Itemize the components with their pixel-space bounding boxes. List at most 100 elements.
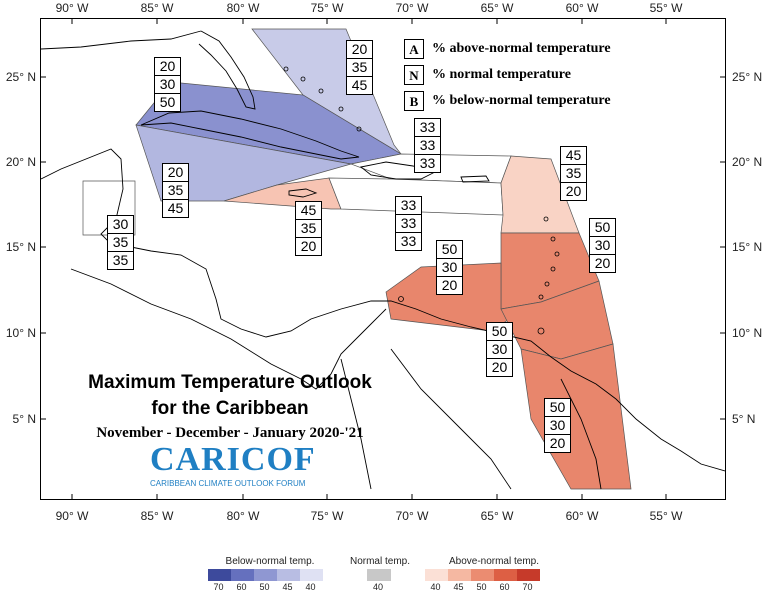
below-swatch [231,569,254,581]
below-value: 20 [491,359,508,375]
above-tick: 50 [476,582,487,592]
lon-tick-label: 90° W [56,509,89,523]
florida-coast [198,30,256,110]
triplet-cuba[interactable]: 20 30 50 [154,57,181,112]
above-value: 50 [590,219,615,237]
cuba-coast [140,110,360,160]
normal-swatch [367,569,391,581]
key-letter-below: B [404,91,424,111]
below-value: 45 [167,200,184,216]
lon-tick-label: 80° W [227,1,260,15]
central-america-coast [70,268,387,390]
normal-value: 30 [155,76,180,94]
region-guianas[interactable] [520,343,632,490]
key-row-normal: N % normal temperature [404,62,632,88]
above-value: 20 [155,58,180,76]
island [543,216,549,222]
above-tick: 70 [522,582,533,592]
guyana-border [560,378,602,490]
caricof-logo-subtitle: CARIBBEAN CLIMATE OUTLOOK FORUM [150,479,306,488]
lon-tick-label: 80° W [227,509,260,523]
island [318,88,324,94]
lon-tick-label: 60° W [566,1,599,15]
lat-tick-label: 15° N [732,240,762,254]
normal-tick: 40 [373,582,384,592]
season-label: November - December - January 2020-'21 [96,425,364,441]
region-belize[interactable] [82,180,136,236]
above-value: 33 [396,197,421,215]
lat-tick-label: 20° N [6,155,36,169]
normal-value: 35 [561,165,586,183]
region-bahamas[interactable] [251,28,402,155]
triplet-hispaniola-south[interactable]: 33 33 33 [395,196,422,251]
triplet-bahamas[interactable]: 20 35 45 [346,40,373,95]
above-value: 20 [347,41,372,59]
above-swatch [425,569,448,581]
below-value: 33 [419,155,436,171]
lon-tick-label: 65° W [481,1,514,15]
island [550,266,556,272]
normal-value: 30 [487,341,512,359]
islands [283,66,560,335]
below-tick: 70 [213,582,224,592]
south-america-coast [340,300,726,472]
gulf-coast [40,30,202,50]
triplet-windward-islands[interactable]: 50 30 20 [589,218,616,273]
probability-key: A % above-normal temperature N % normal … [404,36,632,114]
lon-tick-label: 90° W [56,1,89,15]
island [398,296,404,302]
colorbar-below-title: Below-normal temp. [225,556,315,567]
triplet-belize[interactable]: 30 35 35 [107,215,134,270]
below-swatch [277,569,300,581]
colorbar-normal-title: Normal temp. [349,556,410,567]
triplet-abc-islands[interactable]: 50 30 20 [436,240,463,295]
triplet-cayman[interactable]: 20 35 45 [162,163,189,218]
island [338,106,344,112]
island [537,327,545,335]
triplet-guianas[interactable]: 50 30 20 [544,398,571,453]
key-row-below: B % below-normal temperature [404,88,632,114]
lon-tick-label: 55° W [650,509,683,523]
normal-value: 35 [108,234,133,252]
above-value: 30 [108,216,133,234]
triplet-leeward-islands[interactable]: 45 35 20 [560,146,587,201]
below-swatch [300,569,323,581]
below-swatch [254,569,277,581]
normal-value: 35 [296,220,321,238]
above-value: 45 [561,147,586,165]
above-value: 45 [296,202,321,220]
below-value: 33 [400,233,417,249]
key-row-above: A % above-normal temperature [404,36,632,62]
lon-tick-label: 75° W [311,509,344,523]
above-swatch [494,569,517,581]
key-text-normal: % normal temperature [432,67,571,82]
key-text-below: % below-normal temperature [432,93,611,108]
normal-value: 30 [437,259,462,277]
puerto-rico-coast [460,175,490,183]
above-value: 50 [487,323,512,341]
lon-tick-label: 60° W [566,509,599,523]
triplet-trinidad[interactable]: 50 30 20 [486,322,513,377]
lat-tick-label: 15° N [6,240,36,254]
key-letter-above: A [404,39,424,59]
above-value: 33 [415,119,440,137]
below-value: 20 [565,183,582,199]
below-tick: 45 [282,582,293,592]
triplet-jamaica[interactable]: 45 35 20 [295,201,322,256]
map-subtitle: for the Caribbean [151,398,309,419]
above-swatch [448,569,471,581]
coastlines [40,30,726,490]
below-value: 20 [549,435,566,451]
triplet-hispaniola-north[interactable]: 33 33 33 [414,118,441,173]
lat-tick-label: 5° N [732,412,755,426]
lon-tick-label: 85° W [141,509,174,523]
island [356,126,362,132]
below-value: 35 [112,252,129,268]
lon-tick-label: 75° W [311,1,344,15]
island [544,281,550,287]
lat-tick-label: 25° N [732,70,762,84]
normal-value: 30 [545,417,570,435]
lat-tick-label: 10° N [6,326,36,340]
colorbar-above-title: Above-normal temp. [448,556,540,567]
normal-value: 33 [396,215,421,233]
